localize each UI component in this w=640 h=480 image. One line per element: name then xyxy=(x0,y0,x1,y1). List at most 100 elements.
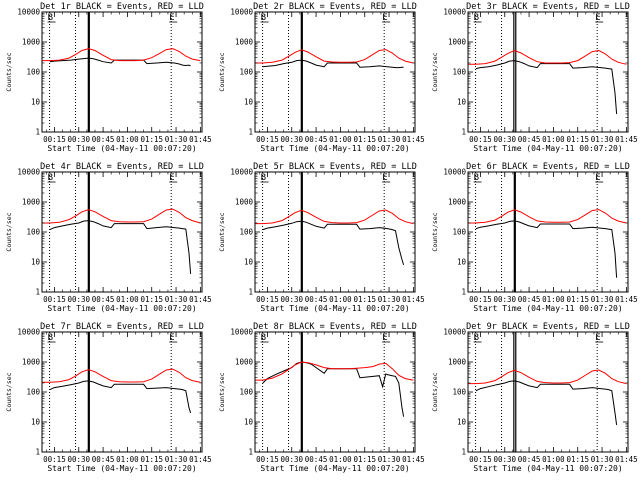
y-tick-label: 10 xyxy=(31,258,41,267)
y-tick-label: 1000 xyxy=(22,198,41,207)
x-tick-label: 00:15 xyxy=(43,135,66,144)
marker-start-label: B xyxy=(261,173,266,183)
y-tick-label: 100 xyxy=(452,388,466,397)
series-black-line xyxy=(49,57,191,67)
y-tick-label: 10 xyxy=(244,258,254,267)
plot-frame xyxy=(254,331,416,453)
y-tick-label: 100 xyxy=(239,228,253,237)
x-tick-label: 01:45 xyxy=(402,295,425,304)
x-tick-label: 01:45 xyxy=(615,135,638,144)
series-red-line xyxy=(42,48,201,62)
x-tick-label: 01:00 xyxy=(329,295,352,304)
x-tick-label: 00:15 xyxy=(469,455,492,464)
x-tick-label: 01:00 xyxy=(116,455,139,464)
y-tick-label: 10 xyxy=(31,418,41,427)
x-tick-label: 01:45 xyxy=(189,455,212,464)
series-black-line xyxy=(475,380,618,425)
x-tick-label: 01:45 xyxy=(402,455,425,464)
series-black-line xyxy=(262,220,405,266)
plot-frame xyxy=(254,171,416,293)
x-tick-label: 01:15 xyxy=(566,455,589,464)
y-tick-label: 1 xyxy=(461,128,466,137)
y-tick-label: 1000 xyxy=(235,198,254,207)
x-tick-label: 01:30 xyxy=(378,295,401,304)
x-axis-label: Start Time (04-May-11 00:07:20) xyxy=(473,464,622,473)
x-axis-label: Start Time (04-May-11 00:07:20) xyxy=(47,144,196,153)
y-tick-label: 10 xyxy=(457,98,467,107)
marker-end-label: E xyxy=(169,333,174,343)
y-tick-label: 10000 xyxy=(230,168,253,177)
x-axis-label: Start Time (04-May-11 00:07:20) xyxy=(473,144,622,153)
x-tick-label: 01:30 xyxy=(591,295,614,304)
y-tick-label: 10 xyxy=(31,98,41,107)
plot-frame xyxy=(467,171,629,293)
x-tick-label: 01:45 xyxy=(615,295,638,304)
marker-end-label: E xyxy=(595,173,600,183)
x-tick-label: 01:30 xyxy=(591,455,614,464)
x-tick-label: 00:45 xyxy=(305,295,328,304)
x-tick-label: 01:00 xyxy=(542,455,565,464)
y-tick-label: 1 xyxy=(461,288,466,297)
x-tick-label: 01:00 xyxy=(542,135,565,144)
x-tick-label: 01:00 xyxy=(329,455,352,464)
y-tick-label: 100 xyxy=(26,68,40,77)
y-tick-label: 1000 xyxy=(235,358,254,367)
y-tick-label: 1000 xyxy=(22,358,41,367)
x-axis-label: Start Time (04-May-11 00:07:20) xyxy=(473,304,622,313)
x-tick-label: 01:15 xyxy=(353,455,376,464)
x-axis-label: Start Time (04-May-11 00:07:20) xyxy=(260,304,409,313)
plot-frame xyxy=(41,331,203,453)
y-tick-label: 10000 xyxy=(443,328,466,337)
x-tick-label: 01:30 xyxy=(591,135,614,144)
x-tick-label: 00:45 xyxy=(305,455,328,464)
panel-title: Det 6r BLACK = Events, RED = LLD xyxy=(466,162,630,172)
x-tick-label: 01:15 xyxy=(566,135,589,144)
x-axis-label: Start Time (04-May-11 00:07:20) xyxy=(47,304,196,313)
x-tick-label: 00:30 xyxy=(67,455,90,464)
x-tick-label: 00:30 xyxy=(67,295,90,304)
series-red-line xyxy=(468,369,627,385)
y-tick-label: 10000 xyxy=(17,168,40,177)
series-red-line xyxy=(42,208,201,224)
x-tick-label: 01:15 xyxy=(566,295,589,304)
x-tick-label: 00:15 xyxy=(43,295,66,304)
panel-title: Det 1r BLACK = Events, RED = LLD xyxy=(40,2,204,12)
series-red-line xyxy=(42,368,201,383)
x-tick-label: 00:30 xyxy=(280,455,303,464)
marker-start-label: B xyxy=(474,333,479,343)
series-black-line xyxy=(49,220,192,274)
x-tick-label: 00:15 xyxy=(256,135,279,144)
y-tick-label: 1000 xyxy=(22,38,41,47)
series-black-line xyxy=(475,220,618,278)
y-tick-label: 1 xyxy=(248,288,253,297)
y-tick-label: 10000 xyxy=(230,8,253,17)
y-tick-label: 10 xyxy=(457,418,467,427)
y-tick-label: 1000 xyxy=(235,38,254,47)
marker-start-label: B xyxy=(48,333,53,343)
marker-end-label: E xyxy=(169,173,174,183)
marker-end-label: E xyxy=(169,13,174,23)
panel-title: Det 5r BLACK = Events, RED = LLD xyxy=(253,162,417,172)
marker-end-label: E xyxy=(382,13,387,23)
x-axis-label: Start Time (04-May-11 00:07:20) xyxy=(260,144,409,153)
marker-start-label: B xyxy=(48,13,53,23)
marker-end-label: E xyxy=(382,333,387,343)
y-tick-label: 10000 xyxy=(17,8,40,17)
x-tick-label: 00:15 xyxy=(43,455,66,464)
marker-start-label: B xyxy=(474,13,479,23)
y-axis-label: Counts/sec xyxy=(5,212,13,251)
y-tick-label: 1000 xyxy=(448,358,467,367)
x-tick-label: 00:45 xyxy=(518,455,541,464)
y-tick-label: 10 xyxy=(244,98,254,107)
x-tick-label: 00:45 xyxy=(518,135,541,144)
y-tick-label: 1 xyxy=(248,448,253,457)
series-red-line xyxy=(468,209,627,224)
y-tick-label: 100 xyxy=(26,388,40,397)
x-tick-label: 00:30 xyxy=(280,295,303,304)
y-axis-label: Counts/sec xyxy=(431,212,439,251)
y-axis-label: Counts/sec xyxy=(431,372,439,411)
